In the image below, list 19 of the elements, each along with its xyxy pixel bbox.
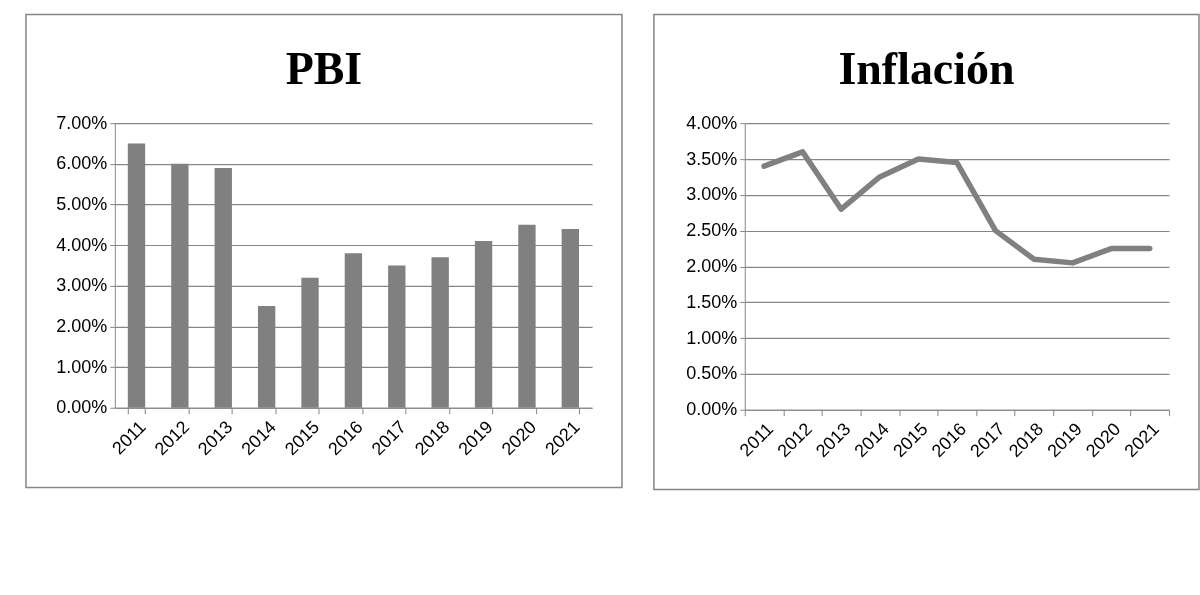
y-tick-label: 4.00% bbox=[686, 112, 738, 133]
y-tick-label: 0.00% bbox=[686, 399, 738, 420]
y-tick-label: 7.00% bbox=[56, 112, 108, 133]
chart-title: Inflación bbox=[838, 42, 1015, 94]
chart-title: PBI bbox=[285, 42, 363, 94]
y-tick-label: 3.50% bbox=[686, 148, 738, 169]
y-tick-label: 2.00% bbox=[686, 255, 738, 276]
y-tick-label: 2.50% bbox=[686, 220, 738, 241]
y-tick-label: 2.00% bbox=[56, 315, 108, 336]
y-tick-label: 1.00% bbox=[686, 327, 738, 348]
y-tick-label: 4.00% bbox=[56, 234, 108, 255]
y-tick-label: 3.00% bbox=[686, 184, 738, 205]
y-tick-label: 6.00% bbox=[56, 153, 108, 174]
y-tick-label: 1.00% bbox=[56, 356, 108, 377]
y-tick-label: 1.50% bbox=[686, 291, 738, 312]
y-tick-label: 5.00% bbox=[56, 193, 108, 214]
y-tick-label: 0.50% bbox=[686, 363, 738, 384]
y-tick-label: 3.00% bbox=[56, 275, 108, 296]
y-tick-label: 0.00% bbox=[56, 397, 108, 418]
